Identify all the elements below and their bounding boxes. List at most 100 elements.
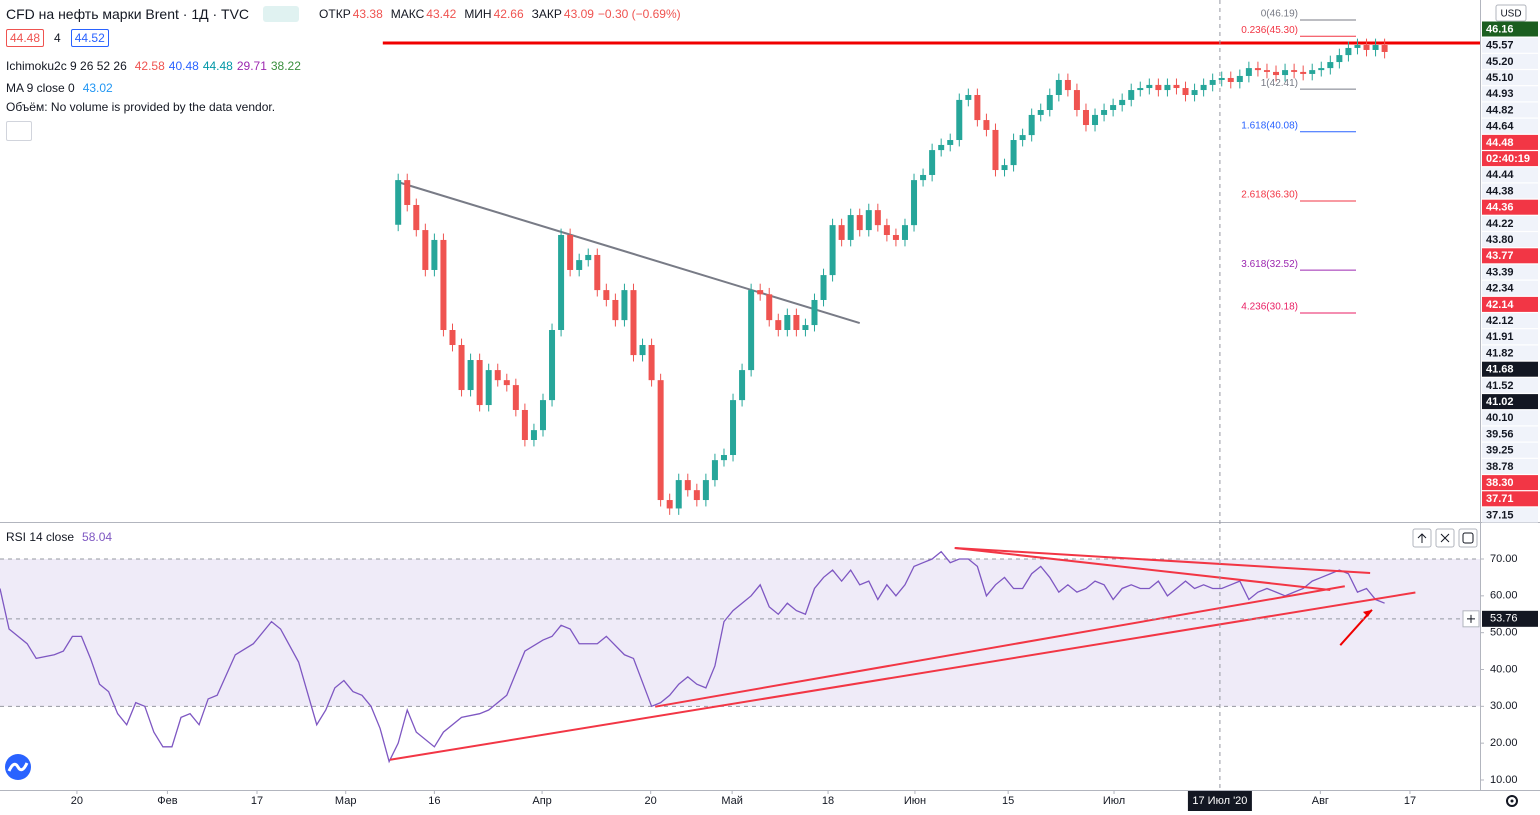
collapse-button[interactable]: [6, 121, 32, 141]
candle-body: [567, 235, 574, 270]
price-tag: 45.20: [1486, 56, 1514, 68]
trend-line: [655, 585, 1345, 708]
price-tag-box: [1482, 167, 1538, 183]
candle-body: [1155, 84, 1162, 91]
price-tag-box: [1482, 21, 1538, 37]
status-badge[interactable]: [263, 6, 300, 22]
price-tag: 41.02: [1486, 396, 1514, 408]
price-tag: 44.64: [1486, 121, 1514, 133]
price-tag: 41.82: [1486, 347, 1514, 359]
candle-body: [1191, 90, 1198, 95]
indicator-value: 43.02: [82, 81, 113, 95]
maximize-icon: [1462, 532, 1474, 544]
candle-body: [1119, 99, 1126, 106]
candle-body: [1209, 79, 1216, 85]
x-tick-label: Авг: [1312, 795, 1329, 807]
y-tick-label: 40.00: [1490, 663, 1518, 675]
candle-body: [530, 430, 537, 441]
settings-icon[interactable]: [1506, 795, 1518, 807]
price-tag: 39.56: [1486, 428, 1514, 440]
fib-label: 1(42.41): [1261, 78, 1298, 89]
ohlc-value: 43.38: [352, 7, 383, 21]
rsi-value: 58.04: [82, 530, 113, 544]
bid[interactable]: 44.48: [6, 29, 45, 47]
price-tag: 38.30: [1486, 477, 1514, 489]
candle-body: [911, 180, 918, 226]
maximize-button[interactable]: [1458, 528, 1478, 548]
price-tag-box: [1482, 377, 1538, 393]
price-tag-box: [1482, 475, 1538, 491]
ohlc-label: ОТКР: [319, 7, 351, 21]
candle-body: [1101, 110, 1108, 115]
candle-body: [1363, 45, 1370, 50]
price-tag-box: [1482, 507, 1538, 523]
y-tick-label: 30.00: [1490, 700, 1518, 712]
candle-body: [1245, 68, 1252, 76]
price-tag-box: [1482, 199, 1538, 215]
indicator-name: MA 9 close 0: [6, 81, 75, 95]
candle-body: [1263, 70, 1270, 72]
rsi-line: [0, 550, 1385, 764]
fib-label: 4.236(30.18): [1241, 302, 1298, 313]
price-tag: 02:40:19: [1486, 153, 1530, 165]
price-tag: 37.15: [1486, 509, 1514, 521]
candle-body: [892, 235, 899, 240]
price-tag: 41.52: [1486, 380, 1514, 392]
indicators: Ichimoku2c 9 26 52 26 42.58 40.48 44.48 29.7…: [6, 55, 301, 99]
candle-body: [1309, 70, 1316, 74]
candle-body: [1146, 84, 1153, 89]
pane-buttons[interactable]: [1412, 528, 1478, 548]
candle-body: [920, 174, 927, 181]
candle-body: [1082, 110, 1089, 126]
price-tag: 41.68: [1486, 364, 1514, 376]
candle-body: [512, 385, 519, 410]
candle-body: [1336, 55, 1343, 63]
price-tag-box: [1482, 491, 1538, 507]
candle-body: [431, 239, 438, 270]
x-tick-label: 18: [822, 795, 834, 807]
candle-body: [1282, 70, 1289, 76]
crosshair-y-box: [1482, 610, 1538, 627]
price-tag-box: [1482, 264, 1538, 280]
x-tick-label: 17: [251, 795, 263, 807]
candle-body: [938, 144, 945, 151]
candle-body: [494, 370, 501, 381]
candle-body: [404, 180, 411, 205]
candle-body: [639, 345, 646, 356]
volume-note: Объём: No volume is provided by the data…: [6, 100, 276, 114]
candle-body: [1200, 84, 1207, 91]
price-tag: 44.36: [1486, 202, 1514, 214]
y-tick-label: 50.00: [1490, 627, 1518, 639]
candle-body: [603, 290, 610, 300]
x-tick-label: 15: [1002, 795, 1014, 807]
candle-body: [1381, 45, 1388, 52]
candle-body: [1019, 135, 1026, 141]
candle-body: [1318, 68, 1325, 71]
candle-body: [467, 360, 474, 391]
price-tag: 40.10: [1486, 412, 1514, 424]
ohlc-label: МАКС: [390, 7, 425, 21]
price-tag: 44.93: [1486, 88, 1514, 100]
crosshair-y-label: 53.76: [1490, 613, 1518, 625]
candle-body: [992, 129, 999, 171]
candle-body: [648, 345, 655, 381]
candle-body: [612, 299, 619, 321]
tv-logo: [5, 754, 31, 780]
price-tag: 43.77: [1486, 250, 1514, 262]
price-tag: 42.12: [1486, 315, 1514, 327]
rsi-title: RSI 14 close: [6, 530, 75, 544]
rsi-legend: RSI 14 close 58.04: [6, 530, 112, 544]
x-tick-label: 16: [428, 795, 440, 807]
price-tag-box: [1482, 86, 1538, 102]
candle-body: [838, 225, 845, 240]
candle-body: [1064, 79, 1071, 91]
price-tag: 44.44: [1486, 169, 1514, 181]
fib-label: 3.618(32.52): [1241, 259, 1298, 270]
price-tag-box: [1482, 394, 1538, 410]
candle-body: [684, 480, 691, 491]
currency-box[interactable]: [1495, 4, 1527, 22]
ask[interactable]: 44.52: [70, 29, 109, 47]
trend-line: [954, 546, 1331, 591]
